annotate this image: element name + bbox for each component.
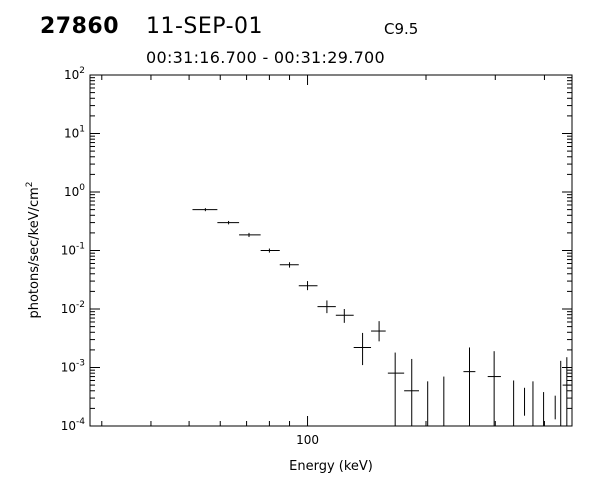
y-tick-label: 10-3 [61,359,85,375]
plot-frame [89,74,573,427]
y-tick-label: 10-2 [61,300,85,316]
y-axis-label: photons/sec/keV/cm2 [25,181,42,318]
data-point [562,357,571,426]
data-point [217,220,240,225]
y-tick-label: 102 [64,66,85,82]
y-tick-label: 10-4 [61,417,86,433]
goes-class: C9.5 [384,20,419,38]
data-point [387,352,405,426]
x-tick-label: 100 [296,433,319,447]
data-point [463,347,476,426]
data-point [371,321,386,342]
data-point [279,262,299,268]
data-point [317,300,336,314]
y-tick-label: 100 [64,183,85,199]
event-id: 27860 [40,14,120,39]
data-point [335,309,354,323]
data-point [353,332,372,366]
data-points [192,208,571,426]
y-tick-label: 10-1 [61,242,85,258]
data-point [239,232,261,238]
time-range: 00:31:16.700 - 00:31:29.700 [146,48,386,67]
axes: 10-4 10-3 10-2 10-1 100 101 102 100 [61,66,572,447]
data-point [487,351,501,426]
x-axis-label: Energy (keV) [289,459,373,474]
data-point [260,248,280,253]
y-tick-label: 101 [64,125,85,141]
data-point [192,208,218,212]
event-date: 11-SEP-01 [146,14,264,39]
data-point [298,281,318,291]
data-point [404,358,420,426]
